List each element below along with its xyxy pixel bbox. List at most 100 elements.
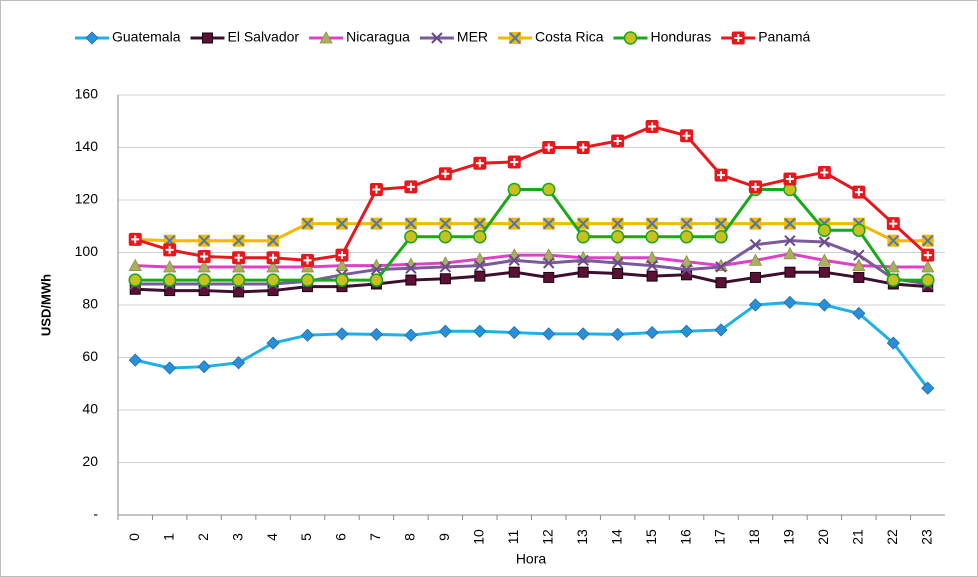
marker xyxy=(886,260,900,273)
marker-part xyxy=(128,353,142,367)
marker xyxy=(715,261,727,273)
marker-part xyxy=(887,234,900,247)
marker xyxy=(714,323,728,337)
marker-part xyxy=(301,217,314,230)
x-tick-label: 11 xyxy=(505,530,521,545)
marker-part xyxy=(541,182,556,197)
marker xyxy=(576,230,590,244)
marker xyxy=(623,31,638,45)
marker-part xyxy=(131,235,140,244)
marker xyxy=(749,271,761,283)
marker xyxy=(438,230,453,244)
marker xyxy=(232,234,245,247)
marker-part xyxy=(198,234,210,247)
marker-part xyxy=(405,274,417,286)
marker-part xyxy=(611,257,624,269)
marker-part xyxy=(682,131,691,140)
marker xyxy=(439,217,452,230)
marker xyxy=(748,180,762,194)
marker-part xyxy=(266,273,280,287)
marker xyxy=(817,298,831,312)
y-tick-label: 120 xyxy=(75,191,99,207)
marker xyxy=(681,269,693,281)
x-tick-label: 6 xyxy=(333,533,349,541)
marker xyxy=(231,273,246,287)
marker-part xyxy=(266,260,280,273)
marker-part xyxy=(542,248,556,261)
x-tick-label: 14 xyxy=(608,529,624,545)
marker-part xyxy=(128,258,142,272)
marker-part xyxy=(335,327,349,341)
marker-part xyxy=(439,273,451,285)
marker-part xyxy=(475,159,484,168)
marker xyxy=(507,182,522,197)
marker xyxy=(508,266,520,278)
marker-part xyxy=(507,325,521,340)
marker-part xyxy=(714,323,728,337)
marker xyxy=(784,234,796,247)
marker-part xyxy=(509,32,521,44)
y-axis-label: USD/MWh xyxy=(38,274,53,336)
marker-part xyxy=(820,168,829,177)
marker xyxy=(646,259,658,272)
marker-part xyxy=(921,273,935,287)
marker-part xyxy=(335,273,349,287)
marker-part xyxy=(336,217,348,230)
marker xyxy=(921,381,935,395)
marker xyxy=(646,270,658,282)
marker xyxy=(266,260,280,273)
marker xyxy=(886,273,901,287)
marker xyxy=(335,327,349,341)
marker xyxy=(128,258,142,272)
marker xyxy=(405,274,417,286)
marker-part xyxy=(508,266,520,278)
marker-part xyxy=(817,298,831,312)
marker xyxy=(818,236,831,248)
marker-part xyxy=(441,169,450,178)
marker xyxy=(715,217,728,230)
marker-part xyxy=(543,271,555,283)
marker xyxy=(748,253,763,266)
marker xyxy=(611,327,625,341)
legend-label: Costa Rica xyxy=(535,29,604,45)
marker xyxy=(404,180,418,194)
marker xyxy=(232,356,246,370)
marker-part xyxy=(577,217,589,230)
marker-part xyxy=(197,360,211,374)
marker xyxy=(473,324,487,338)
marker xyxy=(369,327,384,341)
marker xyxy=(439,261,452,273)
marker-part xyxy=(369,273,384,287)
marker xyxy=(266,336,280,350)
marker xyxy=(715,277,727,289)
y-tick-label: 40 xyxy=(82,401,98,417)
marker-part xyxy=(717,171,726,180)
marker xyxy=(612,268,624,279)
marker-part xyxy=(267,234,279,247)
marker-part xyxy=(646,270,658,282)
marker-part xyxy=(300,273,315,287)
x-tick-label: 12 xyxy=(539,529,555,545)
series-line xyxy=(135,252,928,269)
marker-part xyxy=(818,236,831,248)
marker-part xyxy=(163,260,177,273)
marker xyxy=(886,336,900,350)
marker xyxy=(267,234,280,247)
marker xyxy=(749,238,762,251)
marker xyxy=(679,254,694,268)
marker-part xyxy=(577,266,589,278)
marker-part xyxy=(785,175,794,183)
marker-part xyxy=(404,230,418,244)
marker xyxy=(853,271,865,283)
marker xyxy=(404,328,418,342)
marker-part xyxy=(165,245,174,254)
marker-part xyxy=(85,31,99,45)
marker-part xyxy=(303,256,312,265)
y-tick-label: - xyxy=(93,506,98,522)
marker-part xyxy=(231,273,246,287)
marker xyxy=(370,263,383,276)
marker-part xyxy=(370,263,383,276)
marker-part xyxy=(646,259,658,272)
marker-part xyxy=(544,143,553,152)
